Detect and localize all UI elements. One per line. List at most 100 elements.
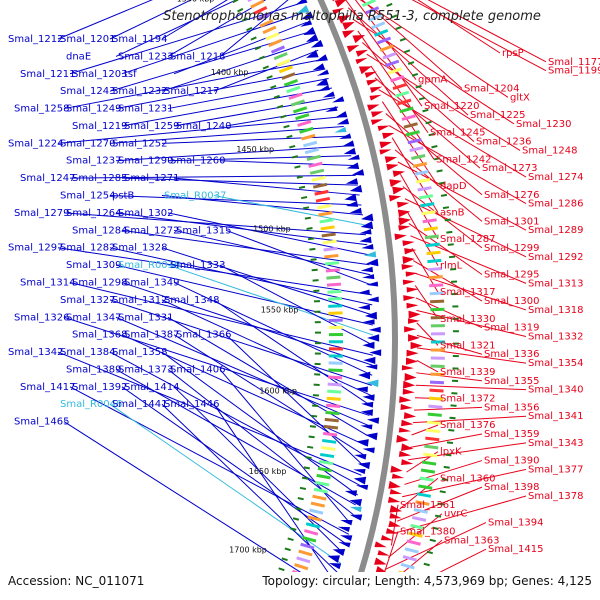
reverse-gene-arrow [380,534,394,541]
reverse-gene-arrow [369,86,383,93]
reverse-gene-label: Smal_1390 [484,456,539,467]
inner-scale-tick [308,435,315,439]
outer-scale-tick [436,169,443,173]
reverse-gene-arrow [332,7,345,15]
outer-scale-tick [432,526,439,530]
forward-connector-line [167,78,329,110]
reverse-gene-label: Smal_1295 [484,269,539,280]
reverse-gene-arrow [403,380,416,389]
forward-gene-label: Smal_1224 [8,138,63,149]
forward-gene-label: Smal_1212 [8,34,63,45]
forward-gene-label: Smal_1387 [124,330,179,341]
forward-connector-line [213,49,319,92]
forward-gene-arrow [359,236,372,244]
forward-connector-line [109,0,193,40]
cog-band-inner [309,508,324,515]
reverse-gene-arrow [404,248,417,255]
reverse-connector-line [366,53,521,151]
cog-band-inner [328,368,343,373]
reverse-gene-arrow [402,240,415,247]
forward-gene-arrow [355,484,369,491]
inner-scale-tick [232,0,239,4]
cog-band-inner [305,522,321,529]
forward-connector-line [213,195,365,226]
cog-band-inner [327,382,342,387]
reverse-gene-arrow [404,373,417,382]
forward-gene-arrow [325,106,338,112]
cog-band-inner [303,140,318,148]
forward-gene-label: Smal_1312 [112,295,167,306]
cog-band-outer [411,515,427,522]
forward-gene-label: Smal_1314 [20,277,75,288]
forward-connector-line [115,264,373,326]
inner-scale-tick [311,404,319,407]
reverse-connector-line [354,0,417,80]
reverse-gene-label: Smal_1336 [484,349,539,360]
forward-gene-arrow [358,371,371,380]
cog-band-inner [319,218,334,224]
forward-gene-arrow [357,462,371,470]
cog-band-inner [313,487,328,494]
reverse-gene-arrow [398,427,412,433]
cog-band-inner [288,92,303,100]
forward-gene-label: Smal_1309 [66,260,121,271]
reverse-gene-label: Smal_1356 [484,402,539,413]
cog-band-inner [270,45,286,54]
cog-band-inner [326,282,342,287]
inner-scale-tick [307,237,315,241]
cog-band-inner [321,445,336,451]
forward-gene-arrow [322,91,335,98]
reverse-gene-arrow [355,57,368,65]
outer-scale-tick [439,490,446,494]
cog-band-outer [425,436,440,442]
reverse-gene-arrow [408,310,421,319]
reverse-gene-arrow [397,209,411,218]
reverse-gene-label: Smal_1248 [522,145,577,156]
reverse-gene-label: Smal_1236 [476,137,531,148]
cog-band-inner [328,375,343,380]
forward-gene-label: Smal_1342 [8,347,63,358]
cog-band-outer [426,250,441,256]
forward-gene-arrow [357,289,370,295]
reverse-gene-label: Smal_1321 [440,340,495,351]
cog-band-outer [401,114,416,121]
reverse-gene-arrow [391,473,405,479]
reverse-gene-label: Smal_1360 [440,473,495,484]
forward-connector-line [173,282,373,376]
cog-band-inner [262,25,277,35]
forward-gene-arrow [349,506,362,513]
cog-band-outer [397,98,412,106]
forward-connector-line [161,0,228,40]
reverse-gene-label: Smal_1340 [528,385,583,396]
cog-band-inner [278,65,293,74]
reverse-gene-label: Smal_1330 [440,314,495,325]
cog-band-inner [310,501,326,508]
reverse-gene-label: Smal_1377 [528,464,583,475]
reverse-connector-line [370,65,435,160]
reverse-gene-arrow [389,504,403,513]
forward-connector-line [115,212,368,246]
forward-gene-label: Smal_1384 [60,347,115,358]
cog-band-inner [317,204,332,210]
reverse-gene-arrow [374,557,387,565]
forward-gene-label: Smal_1326 [14,312,69,323]
forward-gene-arrow [366,417,380,424]
cog-band-inner [323,424,339,430]
forward-gene-label: Smal_1260 [170,156,225,167]
outer-scale-tick [443,465,450,469]
forward-gene-arrow [362,341,375,349]
reverse-gene-label: Smal_1230 [516,119,571,130]
cog-band-inner [286,85,301,94]
cog-band-outer [385,59,400,68]
inner-scale-tick [303,466,310,470]
reverse-gene-label: Smal_1376 [440,420,495,431]
forward-connector-line [173,177,360,196]
forward-connector-line [161,351,358,496]
cog-band-outer [430,372,445,377]
cog-band-inner [324,261,340,266]
outer-scale-tick [411,72,419,77]
reverse-gene-arrow [408,334,421,342]
reverse-gene-arrow [388,520,401,527]
